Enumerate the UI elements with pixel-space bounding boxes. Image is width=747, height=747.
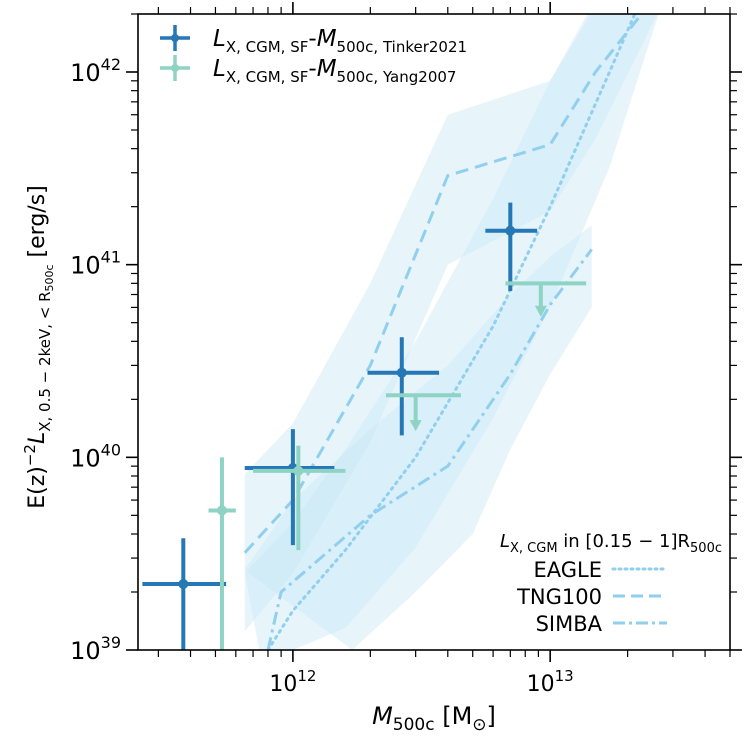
sim-legend-label-simba: SIMBA bbox=[536, 612, 603, 636]
point-yang2007-2 bbox=[385, 393, 461, 432]
legend-marker-tinker2021 bbox=[160, 25, 190, 51]
marker-yang2007-0 bbox=[216, 505, 227, 516]
sim-legend-title: LX, CGM in [0.15 − 1]R500c bbox=[500, 531, 722, 556]
band-eagle bbox=[244, 14, 659, 650]
limit-arrow-yang2007-2 bbox=[409, 420, 422, 432]
y-axis-label: E(z)−2LX, 0.5 − 2keV, < R500c [erg/s] bbox=[21, 185, 56, 509]
marker-tinker2021-3 bbox=[505, 225, 516, 236]
marker-tinker2021-2 bbox=[396, 367, 407, 378]
point-yang2007-1 bbox=[253, 445, 346, 551]
sim-bands bbox=[244, 14, 659, 650]
band-tng100 bbox=[244, 14, 658, 632]
legend-label-yang2007: LX, CGM, SF-M500c, Yang2007 bbox=[213, 56, 456, 86]
plot-frame bbox=[137, 13, 731, 651]
marker-yang2007-1 bbox=[293, 465, 304, 476]
x-tick-label: 1012 bbox=[269, 667, 316, 697]
data-points bbox=[142, 202, 587, 650]
sim-legend-label-eagle: EAGLE bbox=[533, 558, 602, 582]
y-tick-label: 1042 bbox=[70, 55, 121, 87]
legend-simulations: LX, CGM in [0.15 − 1]R500c EAGLE TNG100 … bbox=[500, 531, 722, 636]
point-tinker2021-3 bbox=[485, 202, 538, 291]
sim-legend-label-tng100: TNG100 bbox=[516, 585, 602, 609]
point-tinker2021-2 bbox=[367, 337, 440, 436]
axis-ticks: 1012 1013 1039 1040 1041 1042 bbox=[70, 2, 742, 697]
legend-marker-yang2007 bbox=[160, 55, 190, 81]
line-simba bbox=[266, 248, 593, 650]
y-tick-label: 1040 bbox=[70, 440, 121, 472]
x-axis-label: M500c [M⊙] bbox=[372, 702, 496, 735]
point-yang2007-3 bbox=[505, 281, 587, 317]
y-tick-label: 1041 bbox=[70, 248, 121, 280]
marker-tinker2021-0 bbox=[178, 579, 189, 590]
point-yang2007-0 bbox=[208, 457, 236, 650]
legend-observations: LX, CGM, SF-M500c, Tinker2021 LX, CGM, S… bbox=[160, 25, 467, 86]
band-simba bbox=[244, 225, 592, 650]
y-tick-label: 1039 bbox=[70, 633, 121, 665]
line-eagle bbox=[266, 14, 637, 650]
point-tinker2021-0 bbox=[142, 538, 227, 650]
legend-label-tinker2021: LX, CGM, SF-M500c, Tinker2021 bbox=[213, 26, 467, 56]
x-tick-label: 1013 bbox=[527, 667, 574, 697]
limit-arrow-yang2007-3 bbox=[534, 305, 547, 317]
